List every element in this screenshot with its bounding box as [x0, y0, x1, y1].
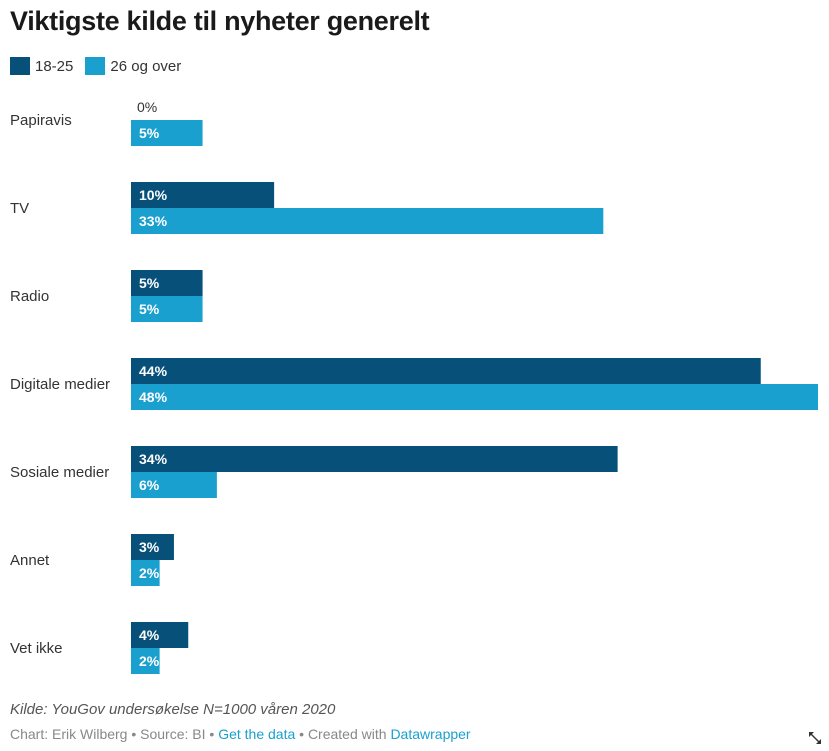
legend-swatch-26-og-over [85, 57, 106, 75]
legend-label-18-25: 18-25 [35, 57, 74, 75]
data-label: 33% [139, 213, 168, 229]
created-with-text: • Created with [295, 726, 391, 742]
expand-icon[interactable] [807, 730, 823, 746]
category-label: Digitale medier [10, 376, 110, 393]
data-label: 2% [139, 565, 160, 581]
bar [131, 208, 604, 234]
data-label: 5% [139, 125, 160, 141]
chart-credits: Chart: Erik Wilberg • Source: BI • Get t… [10, 726, 471, 742]
legend-label-26-og-over: 26 og over [110, 57, 182, 75]
source-note: Kilde: YouGov undersøkelse N=1000 våren … [10, 701, 336, 718]
category-label: Annet [10, 552, 50, 569]
data-label: 5% [139, 275, 160, 291]
data-label: 6% [139, 477, 160, 493]
data-label: 2% [139, 653, 160, 669]
data-label: 0% [137, 99, 157, 115]
data-label: 44% [139, 363, 168, 379]
bar [131, 296, 203, 322]
data-label: 5% [139, 301, 160, 317]
bar [131, 270, 203, 296]
data-label: 3% [139, 539, 160, 555]
category-label: Radio [10, 288, 49, 305]
bar [131, 648, 160, 674]
category-label: TV [10, 200, 29, 217]
bar [131, 358, 761, 384]
data-label: 48% [139, 389, 168, 405]
get-data-link[interactable]: Get the data [218, 726, 296, 742]
bar-chart: Papiravis 0% 5% TV 10% 33% Radio 5% 5% Digitale m… [10, 99, 818, 674]
datawrapper-link[interactable]: Datawrapper [390, 726, 471, 742]
legend-item-18-25: 18-25 [10, 57, 73, 75]
category-label: Vet ikke [10, 640, 63, 657]
data-label: 34% [139, 451, 168, 467]
bar [131, 622, 189, 648]
bar [131, 560, 160, 586]
data-label: 4% [139, 627, 160, 643]
bar [131, 472, 217, 498]
bar [131, 384, 818, 410]
bar [131, 120, 203, 146]
data-label: 10% [139, 187, 168, 203]
chart-title: Viktigste kilde til nyheter generelt [10, 6, 430, 36]
legend: 18-25 26 og over [10, 57, 193, 75]
bar [131, 446, 618, 472]
legend-item-26-og-over: 26 og over [85, 57, 181, 75]
bar [131, 182, 275, 208]
credit-text: Chart: Erik Wilberg • Source: BI • [10, 726, 219, 742]
bar [131, 534, 174, 560]
legend-swatch-18-25 [10, 57, 30, 75]
category-label: Sosiale medier [10, 464, 109, 481]
category-label: Papiravis [10, 112, 72, 129]
